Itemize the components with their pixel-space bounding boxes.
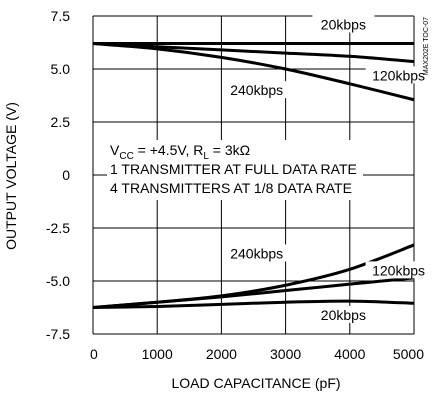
series-label: 240kbps [230,245,283,261]
x-axis-title: LOAD CAPACITANCE (pF) [171,375,340,391]
series-labels: 20kbps 120kbps 240kbps 240kbps 120kbps 20kbps [225,15,432,323]
series-line-20kbps [92,299,415,309]
y-axis-title: OUTPUT VOLTAGE (V) [3,102,19,250]
x-tick-label: 0 [90,346,98,362]
series-label: 120kbps [372,67,425,83]
annotation-line3: 4 TRANSMITTERS AT 1/8 DATA RATE [110,180,352,196]
series-label-background [225,81,288,99]
x-tick-label: 5000 [393,346,424,362]
y-tick-label: -7.5 [46,326,70,342]
x-tick-label: 3000 [270,346,301,362]
figure-id: MAX202E TOC-07 [423,17,430,75]
series-label-background [365,66,432,84]
y-tick-label: -5.0 [46,273,70,289]
series-label-background [312,15,375,33]
series-line-240kbps [92,42,415,102]
series-label: 20kbps [321,16,366,32]
y-tick-label: 5.0 [51,61,71,77]
series-label-background [312,305,375,323]
series-label: 120kbps [372,262,425,278]
series-label: 20kbps [321,307,366,323]
annotation-line1: VCC = +4.5V, RL = 3kΩ [110,142,250,162]
series-line-120kbps [92,276,415,309]
annotation-line2: 1 TRANSMITTER AT FULL DATA RATE [110,161,357,177]
x-tick-labels: 0 1000 2000 3000 4000 5000 [90,346,424,362]
y-tick-label: 7.5 [51,8,71,24]
y-tick-label: -2.5 [46,220,70,236]
series-label-background [225,244,288,262]
annotation-background [107,140,363,200]
series-label: 240kbps [230,82,283,98]
x-tick-label: 4000 [334,346,365,362]
x-tick-label: 2000 [206,346,237,362]
y-tick-label: 0 [62,167,70,183]
series-label-background [365,261,432,279]
y-tick-labels: 7.5 5.0 2.5 0 -2.5 -5.0 -7.5 [46,8,70,342]
x-tick-label: 1000 [142,346,173,362]
series-line-120kbps [92,42,415,64]
y-tick-label: 2.5 [51,114,71,130]
series-lines [92,42,415,309]
